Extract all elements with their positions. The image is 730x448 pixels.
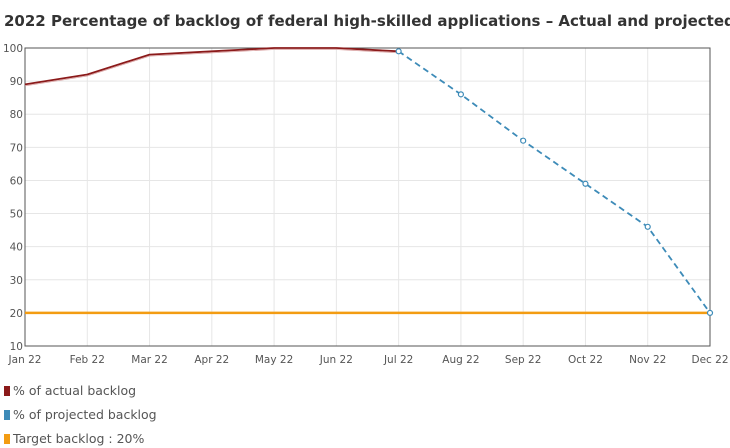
x-tick-label-0: Jan 22 [8,354,42,366]
series-line-shadow-0 [24,49,399,87]
chart-title: 2022 Percentage of backlog of federal hi… [4,12,730,30]
y-tick-label-60: 60 [10,175,23,187]
grid [24,47,711,347]
legend-swatch-target [4,433,10,444]
legend-label-projected: % of projected backlog [13,407,157,422]
plot-frame [24,47,711,347]
y-tick-label-40: 40 [10,242,23,254]
series-line-1 [398,50,711,314]
legend-item-target[interactable]: Target backlog : 20% [4,431,144,446]
legend-item-actual[interactable]: % of actual backlog [4,383,136,398]
x-tick-label-11: Dec 22 [691,354,728,366]
y-tick-label-80: 80 [10,109,23,121]
x-tick-label-4: May 22 [255,354,293,366]
x-tick-label-9: Oct 22 [568,354,603,366]
series-1-point-7 [457,91,465,98]
x-tick-label-5: Jun 22 [319,354,353,366]
legend-label-actual: % of actual backlog [13,383,137,398]
x-tick-label-1: Feb 22 [70,354,105,366]
x-tick-label-8: Sep 22 [505,354,542,366]
x-tick-label-2: Mar 22 [131,354,168,366]
x-tick-label-6: Jul 22 [383,354,413,366]
legend-swatch-actual [4,385,10,396]
y-tick-label-90: 90 [10,76,23,88]
legend-swatch-projected [4,409,10,420]
y-tick-label-10: 10 [10,341,23,353]
series [24,47,714,316]
x-tick-label-10: Nov 22 [629,354,666,366]
y-tick-label-50: 50 [10,209,23,221]
legend-item-projected[interactable]: % of projected backlog [4,407,157,422]
axes: 10 20 30 40 50 60 70 80 90 100 Jan 22 Feb 22 Mar 22 A… [3,43,729,366]
series-1-point-8 [520,137,527,144]
y-tick-label-70: 70 [10,142,23,154]
y-tick-label-100: 100 [3,43,23,55]
y-tick-label-20: 20 [10,308,23,320]
series-1-point-10 [644,223,651,230]
series-1-point-11 [706,309,714,316]
y-tick-label-30: 30 [10,275,23,287]
series-1-point-6 [395,48,402,55]
x-tick-label-3: Apr 22 [194,354,229,366]
legend-label-target: Target backlog : 20% [13,431,145,446]
series-1-point-9 [582,180,589,187]
series-line-0 [24,47,399,86]
x-tick-label-7: Aug 22 [442,354,479,366]
